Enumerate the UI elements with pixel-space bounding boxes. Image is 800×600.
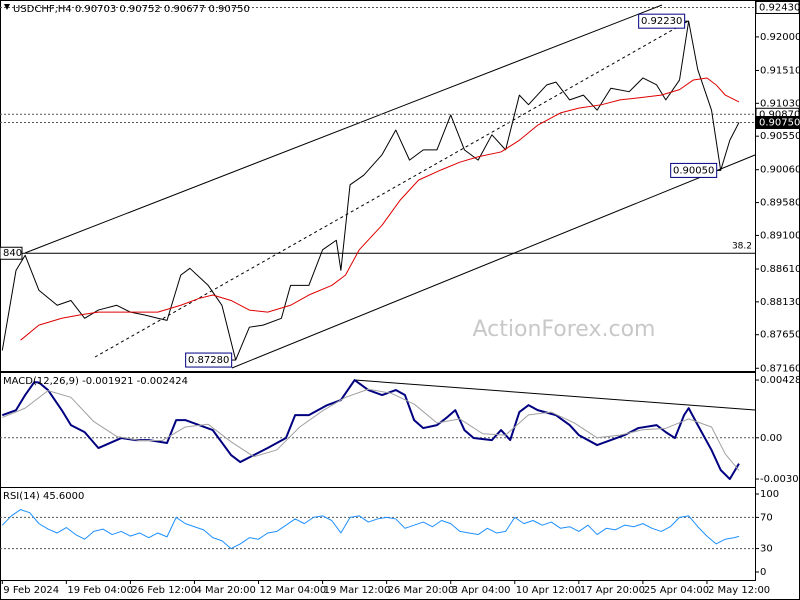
y-tick-label: 0.91030 [760,98,800,109]
panel-frame [0,0,756,372]
panel-title: RSI(14) 45.6000 [3,491,84,502]
x-tick-label: 2 May 12:00 [708,585,770,596]
panel-title: MACD(12,26,9) -0.001921 -0.002424 [3,376,188,387]
y-tick-label: 0.00 [760,433,782,444]
level-box [755,0,800,14]
annotation-label: 0.90050 [673,165,714,176]
y-tick-label: 0.87650 [760,330,800,341]
y-tick-label: 0.89580 [760,198,800,209]
x-tick-label: 17 Apr 20:00 [580,585,645,596]
y-tick-label: 0.004281 [760,375,800,386]
level-label: 0.90750 [759,117,800,128]
panel-title: USDCHF,H4 0.90703 0.90752 0.90677 0.9075… [13,4,250,15]
symbol-icon [4,4,10,10]
macd-trendline [354,379,756,411]
level-box [755,115,800,129]
x-tick-label: 10 Apr 12:00 [516,585,581,596]
y-tick-label: 0.90060 [760,165,800,176]
x-tick-label: 19 Feb 04:00 [67,585,133,596]
series-line [1,379,740,481]
x-tick-label: 3 Apr 04:00 [452,585,511,596]
series-line [2,388,740,471]
trendlines [4,4,756,411]
series-line [1,509,740,550]
channel-upper [24,4,663,254]
annotation-box [670,162,718,178]
channel-lower [231,154,756,369]
fibo-start-label: 840 [3,248,22,259]
fibo-start-box [0,246,23,260]
y-tick-label: 0.87160 [760,363,800,374]
fibo-label: 38.2 [732,242,752,252]
y-tick-label: 0.90550 [760,131,800,142]
y-tick-label: 0.89100 [760,230,800,241]
y-tick-label: 100 [760,489,779,500]
watermark: ActionForex.com [473,317,656,342]
x-tick-label: 4 Mar 20:00 [195,585,255,596]
annotation-box [185,352,233,368]
level-label: 0.92430 [759,2,800,13]
y-tick-label: -0.003059 [760,474,800,485]
y-tick-label: 0 [760,567,766,578]
y-tick-label: 30 [760,544,773,555]
y-tick-label: 0.88610 [760,264,800,275]
annotation-label: 0.87280 [188,355,229,366]
x-tick-label: 26 Mar 20:00 [388,585,455,596]
level-label: 0.90870 [759,109,800,120]
x-tick-label: 26 Feb 12:00 [131,585,197,596]
x-tick-label: 25 Apr 04:00 [644,585,709,596]
annotation-box [638,13,686,29]
series-line [20,77,740,341]
y-tick-label: 0.92000 [760,32,800,43]
panel-frame [0,487,756,581]
x-tick-label: 12 Mar 04:00 [260,585,327,596]
y-tick-label: 0.88130 [760,297,800,308]
annotation-label: 0.92230 [641,16,682,27]
series-line [1,20,740,361]
x-tick-label: 19 Mar 12:00 [324,585,391,596]
x-tick-label: 9 Feb 2024 [3,585,59,596]
y-tick-label: 0.91510 [760,65,800,76]
y-tick-label: 70 [760,512,773,523]
